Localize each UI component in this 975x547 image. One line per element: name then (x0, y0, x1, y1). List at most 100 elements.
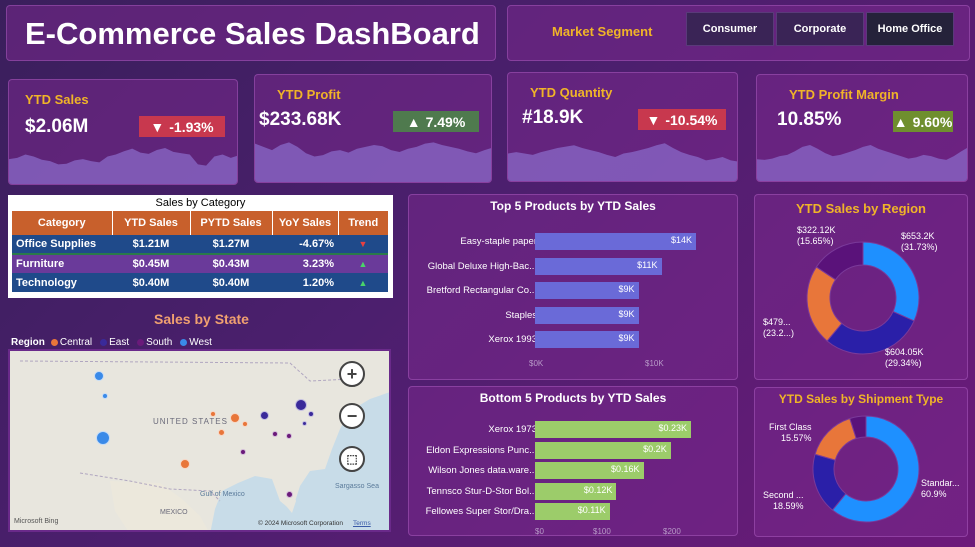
column-header-ytd-sales[interactable]: YTD Sales (112, 211, 191, 235)
table-row[interactable]: Office Supplies $1.21M $1.27M -4.67% ▼ (12, 235, 388, 254)
bar: $0.12K (535, 482, 617, 500)
legend-south[interactable]: South (146, 337, 173, 348)
map-bubble[interactable] (94, 371, 104, 381)
segment-consumer-button[interactable]: Consumer (686, 12, 774, 46)
bar: $0.16K (535, 462, 644, 479)
map-bubble[interactable] (210, 411, 216, 417)
slice-pct: (31.73%) (901, 242, 938, 252)
map-title: Sales by State (154, 311, 249, 327)
cell-category: Furniture (16, 258, 65, 270)
column-header-category[interactable]: Category (12, 211, 113, 235)
kpi-value: 10.85% (777, 109, 842, 130)
map-bubble[interactable] (308, 411, 314, 417)
legend-central[interactable]: Central (59, 337, 93, 348)
segment-corporate-button[interactable]: Corporate (776, 12, 864, 46)
map-label-sargasso: Sargasso Sea (335, 483, 379, 490)
map-bubble[interactable] (302, 421, 307, 426)
sales-map[interactable]: UNITED STATES Gulf of Mexico MEXICO Sarg… (8, 349, 391, 532)
slice-amount: $322.12K (797, 225, 836, 235)
kpi-change-badge: ▼ -1.93% (139, 116, 225, 137)
legend-dot-west (180, 339, 188, 346)
donut-slice (862, 241, 920, 322)
us-mexico-border (79, 472, 221, 502)
table-row[interactable]: Furniture $0.45M $0.43M 3.23% ▲ (12, 254, 388, 273)
column-header-trend[interactable]: Trend (338, 211, 388, 235)
column-header-pytd-sales[interactable]: PYTD Sales (190, 211, 273, 235)
map-bubble[interactable] (286, 433, 292, 439)
legend-west[interactable]: West (189, 337, 212, 348)
top5-bar-chart: Easy-staple paper $14K Global Deluxe High-… (409, 195, 739, 381)
bottom5-title: Bottom 5 Products by YTD Sales (479, 391, 667, 405)
region-panel: YTD Sales by Region $653.2K (31.73%) $322… (754, 194, 968, 380)
legend-dot-east (100, 339, 108, 346)
land-mexico (110, 481, 208, 530)
bar-value-label: $0.12K (583, 484, 613, 495)
region-title: YTD Sales by Region (795, 201, 927, 216)
map-attribution: © 2024 Microsoft Corporation (258, 520, 343, 527)
kpi-card-ytd-quantity[interactable]: YTD Quantity #18.9K ▼ -10.54% (507, 72, 738, 182)
kpi-sparkline (255, 142, 491, 182)
map-land (10, 351, 389, 530)
us-border (19, 360, 351, 382)
cell-pytd: $1.27M (212, 238, 250, 250)
map-bubble[interactable] (240, 449, 246, 455)
sparkline-area (757, 145, 967, 181)
select-area-button[interactable]: ⬚ (339, 446, 365, 472)
bar: $0.2K (535, 441, 671, 459)
map-bubble[interactable] (96, 431, 110, 445)
bar: $9K (535, 306, 639, 324)
slice-amount: $479... (763, 317, 791, 327)
legend-dot-south (137, 339, 145, 346)
bottom5-panel: Bottom 5 Products by YTD Sales Xerox 197… (408, 386, 738, 536)
map-bubble[interactable] (272, 431, 278, 437)
axis-tick: $10K (645, 359, 664, 368)
table-row[interactable]: Technology $0.40M $0.40M 1.20% ▲ (12, 273, 388, 292)
slice-name: Standar... (921, 478, 960, 488)
map-bubble[interactable] (295, 399, 307, 411)
bing-logo: Microsoft Bing (14, 518, 59, 525)
kpi-sparkline (9, 148, 237, 184)
slice-pct: (15.65%) (797, 236, 834, 246)
slice-name: Second ... (763, 490, 804, 500)
bar: $0.23K (535, 421, 692, 438)
map-bubble[interactable] (218, 429, 225, 436)
column-header-yoy-sales[interactable]: YoY Sales (272, 211, 339, 235)
ship-label-first: First Class 15.57% (769, 422, 812, 444)
map-bubble[interactable] (102, 393, 108, 399)
legend-east[interactable]: East (109, 337, 130, 348)
shipment-donut-chart (812, 415, 920, 523)
bottom5-bar-chart: Xerox 1973 $0.23K Eldon Expressions Punc..… (409, 387, 739, 537)
category-table-title: Sales by Category (155, 197, 246, 209)
trend-up-icon: ▲ (358, 259, 368, 269)
bar-value-label: $14K (670, 235, 692, 245)
zoom-out-button[interactable]: − (339, 403, 365, 429)
map-terms-link[interactable]: Terms (353, 520, 371, 527)
kpi-card-ytd-profit[interactable]: YTD Profit $233.68K ▲ 7.49% (254, 74, 492, 183)
map-label-mexico: MEXICO (160, 509, 188, 516)
bar: $14K (535, 233, 696, 250)
shipment-title: YTD Sales by Shipment Type (778, 392, 944, 406)
bar-value-label: $0.11K (577, 505, 606, 515)
bar-category-label: Wilson Jones data.ware... (428, 465, 537, 476)
segment-home-office-button[interactable]: Home Office (866, 12, 954, 46)
map-legend: Region Central East South West (11, 337, 212, 348)
dashboard-title: E-Commerce Sales DashBoard (25, 16, 480, 51)
map-bubble[interactable] (260, 411, 269, 420)
cell-ytd: $0.40M (132, 276, 170, 289)
zoom-in-button[interactable]: + (339, 361, 365, 387)
map-bubble[interactable] (286, 491, 293, 498)
bar: $0.11K (535, 503, 610, 520)
map-bubble[interactable] (242, 421, 248, 427)
kpi-card-ytd-sales[interactable]: YTD Sales $2.06M ▼ -1.93% (8, 79, 238, 185)
slice-pct: 18.59% (773, 501, 804, 511)
map-bubble[interactable] (180, 459, 190, 469)
trend-up-icon: ▲ (358, 277, 368, 288)
trend-down-icon: ▼ (358, 239, 368, 249)
down-arrow-icon: ▼ (646, 111, 661, 128)
bar: $11K (535, 257, 662, 275)
kpi-card-profit-margin[interactable]: YTD Profit Margin 10.85% ▲ 9.60% (756, 74, 968, 182)
cell-yoy: 1.20% (302, 276, 334, 289)
map-bubble[interactable] (230, 413, 240, 423)
sparkline-area (9, 148, 237, 184)
kpi-title: YTD Quantity (530, 85, 613, 100)
